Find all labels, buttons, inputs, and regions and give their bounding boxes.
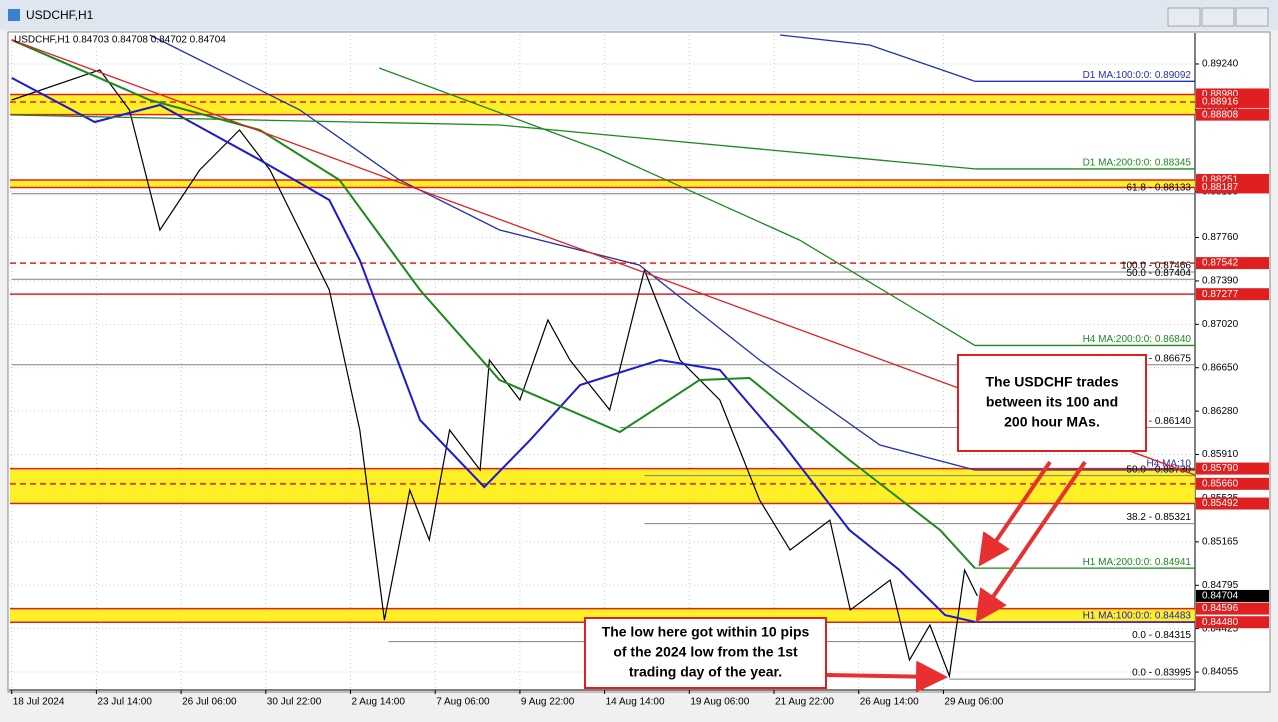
support-zone bbox=[10, 468, 1195, 504]
price-label: 0.85492 bbox=[1202, 498, 1239, 509]
support-zone bbox=[10, 94, 1195, 115]
price-label-box bbox=[1196, 288, 1269, 301]
minimize-button[interactable] bbox=[1167, 7, 1201, 27]
fib-label: 100.0 - 0.87466 bbox=[1121, 261, 1191, 272]
x-tick-label: 23 Jul 14:00 bbox=[97, 697, 152, 708]
price-label: 0.88808 bbox=[1202, 109, 1239, 120]
close-button[interactable] bbox=[1235, 7, 1269, 27]
price-label-box bbox=[1196, 616, 1269, 629]
y-tick-label: 0.89240 bbox=[1202, 59, 1239, 70]
price-label: 0.85790 bbox=[1202, 463, 1239, 474]
y-tick-label: 0.84425 bbox=[1202, 623, 1239, 634]
y-tick-label: 0.85165 bbox=[1202, 537, 1239, 548]
series-line bbox=[11, 114, 975, 170]
window-title: USDCHF,H1 bbox=[26, 8, 94, 22]
fib-label: 38.2 - 0.86675 bbox=[1127, 353, 1192, 364]
price-label-box bbox=[1196, 497, 1269, 510]
price-label: 0.85660 bbox=[1202, 478, 1239, 489]
series-line bbox=[379, 67, 976, 346]
annotation-box bbox=[957, 354, 1147, 452]
fib-label: 38.2 - 0.85321 bbox=[1127, 512, 1192, 523]
fib-label: 61.8 - 0.86140 bbox=[1127, 416, 1192, 427]
ma-label: H4 MA:10 bbox=[1147, 459, 1192, 470]
fib-label: 0.0 - 0.83995 bbox=[1132, 668, 1191, 679]
arrow bbox=[825, 660, 948, 693]
x-tick-label: 2 Aug 14:00 bbox=[352, 697, 406, 708]
price-label: 0.87542 bbox=[1202, 258, 1239, 269]
maximize-button[interactable] bbox=[1201, 7, 1235, 27]
price-label: 0.88187 bbox=[1202, 182, 1239, 193]
annotation-text: of the 2024 low from the 1st bbox=[613, 644, 798, 660]
x-tick-label: 30 Jul 22:00 bbox=[267, 697, 322, 708]
price-label-box bbox=[1196, 95, 1269, 108]
fib-label: 50.0 - 0.87404 bbox=[1127, 268, 1192, 279]
ma-label: D1 MA:200:0:0: 0.88345 bbox=[1083, 158, 1192, 169]
annotation-text: The low here got within 10 pips bbox=[602, 624, 810, 640]
price-label-box bbox=[1196, 257, 1269, 270]
ma-label: H1 MA:100:0:0: 0.84483 bbox=[1083, 611, 1192, 622]
annotation: The USDCHF trades between its 100 and 200 … bbox=[957, 354, 1147, 452]
x-tick-label: 26 Aug 14:00 bbox=[860, 697, 919, 708]
y-tick-label: 0.87390 bbox=[1202, 276, 1239, 287]
price-label-box bbox=[1196, 108, 1269, 121]
x-tick-label: 18 Jul 2024 bbox=[13, 697, 65, 708]
x-tick-label: 29 Aug 06:00 bbox=[944, 697, 1003, 708]
annotation-arrows bbox=[825, 460, 1087, 693]
chart-header: USDCHF,H1 0.84703 0.84708 0.84702 0.8470… bbox=[14, 35, 226, 46]
current-price-box bbox=[1196, 589, 1269, 602]
arrow bbox=[978, 460, 1052, 567]
series-line bbox=[11, 77, 976, 623]
x-tick-label: 21 Aug 22:00 bbox=[775, 697, 834, 708]
fib-label: 61.8 - 0.88133 bbox=[1127, 182, 1192, 193]
y-tick-label: 0.86650 bbox=[1202, 362, 1239, 373]
x-tick-label: 7 Aug 06:00 bbox=[436, 697, 490, 708]
price-label-box bbox=[1196, 477, 1269, 490]
series-line bbox=[779, 34, 976, 82]
arrow bbox=[975, 460, 1087, 623]
y-tick-label: 0.84055 bbox=[1202, 667, 1239, 678]
price-label: 0.84480 bbox=[1202, 617, 1239, 628]
annotation-text: between its 100 and bbox=[986, 394, 1118, 410]
price-label-box bbox=[1196, 602, 1269, 615]
chart-layer: 0.892400.888500.881500.877600.873900.870… bbox=[10, 34, 1269, 708]
ma-label: H1 MA:200:0:0: 0.84941 bbox=[1083, 557, 1192, 568]
window-icon bbox=[8, 9, 20, 21]
annotation-text: The USDCHF trades bbox=[985, 374, 1118, 390]
title-bar bbox=[0, 0, 1278, 30]
x-tick-label: 26 Jul 06:00 bbox=[182, 697, 237, 708]
ma-label: D1 MA:100:0:0: 0.89092 bbox=[1083, 70, 1192, 81]
y-tick-label: 0.87760 bbox=[1202, 232, 1239, 243]
x-tick-label: 14 Aug 14:00 bbox=[606, 697, 665, 708]
support-zone bbox=[10, 608, 1195, 623]
price-label: 0.88251 bbox=[1202, 175, 1239, 186]
price-label-box bbox=[1196, 462, 1269, 475]
y-tick-label: 0.85910 bbox=[1202, 449, 1239, 460]
y-tick-label: 0.86280 bbox=[1202, 406, 1239, 417]
x-tick-label: 19 Aug 06:00 bbox=[690, 697, 749, 708]
price-label: 0.88980 bbox=[1202, 89, 1239, 100]
price-label: 0.84596 bbox=[1202, 603, 1239, 614]
y-tick-label: 0.84795 bbox=[1202, 580, 1239, 591]
annotation: The low here got within 10 pips of the 20… bbox=[584, 617, 827, 689]
annotation-text: trading day of the year. bbox=[629, 664, 782, 680]
x-tick-label: 9 Aug 22:00 bbox=[521, 697, 575, 708]
series-line bbox=[11, 69, 978, 679]
price-label: 0.88916 bbox=[1202, 97, 1239, 108]
fib-label: 0.0 - 0.84315 bbox=[1132, 630, 1191, 641]
annotation-text: 200 hour MAs. bbox=[1004, 414, 1100, 430]
y-tick-label: 0.87020 bbox=[1202, 319, 1239, 330]
price-label-box bbox=[1196, 181, 1269, 194]
support-zone bbox=[10, 179, 1195, 188]
annotation-box bbox=[584, 617, 827, 689]
current-price-label: 0.84704 bbox=[1202, 591, 1239, 602]
price-label: 0.87277 bbox=[1202, 289, 1239, 300]
ma-label: H4 MA:200:0:0: 0.86840 bbox=[1083, 334, 1192, 345]
